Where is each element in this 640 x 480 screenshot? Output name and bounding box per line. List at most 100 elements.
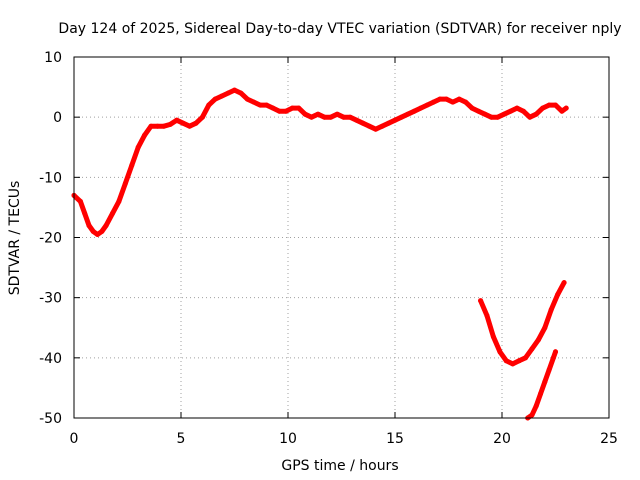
data-point [99,229,105,234]
data-point [77,198,83,204]
data-point [257,102,263,108]
data-point [276,108,282,114]
data-point [212,96,218,102]
data-point [555,292,561,298]
data-point [533,111,539,117]
data-point [180,120,186,126]
data-point [379,123,385,129]
series-line-late-trace-upper [478,280,567,367]
data-point [296,105,302,111]
data-point [110,210,115,216]
data-point [148,123,154,129]
data-point [503,358,509,364]
data-point [478,298,484,304]
x-tick-label: 10 [279,431,297,447]
data-point [538,391,543,397]
data-point [334,111,340,117]
data-point [540,105,546,111]
data-point [225,90,231,96]
data-point [501,111,507,117]
data-point [347,114,353,120]
data-point [546,102,552,108]
data-point [366,123,372,129]
data-point [398,114,404,120]
y-tick-label: -20 [39,231,62,247]
data-point [546,367,552,373]
data-point [548,307,554,313]
tick-labels: 0 5 10 15 20 25 -50 -40 -30 -20 -10 0 10 [39,50,618,447]
data-point [187,123,193,129]
data-point [484,313,490,319]
x-tick-label: 25 [600,431,618,447]
x-tick-label: 15 [386,431,404,447]
data-point [315,111,321,117]
data-point [167,121,173,127]
data-point [309,114,314,120]
data-point [450,99,456,105]
data-point [482,111,488,117]
x-tick-label: 5 [177,431,186,447]
data-point [527,114,533,120]
data-point [563,105,569,111]
data-point [529,412,535,418]
data-point [516,358,522,364]
data-point [283,108,289,114]
data-point [302,111,308,117]
data-point [431,99,436,105]
data-point [490,334,496,340]
data-point [386,120,392,126]
data-point [232,87,237,93]
data-point [520,108,526,114]
data-point [264,102,270,108]
data-point [424,102,430,108]
data-point [559,108,565,114]
data-point [469,105,475,111]
data-point [561,280,567,286]
data-point [392,117,398,123]
data-point [155,123,160,129]
data-point [373,126,379,132]
x-tick-label: 20 [493,431,511,447]
y-tick-label: -30 [39,291,62,307]
series-layer [71,87,569,421]
data-point [219,93,225,99]
data-point [533,403,539,409]
data-point [542,379,548,385]
data-point [542,325,548,331]
data-point [321,114,327,120]
data-point [129,162,135,168]
data-point [199,114,205,120]
data-point [251,99,257,105]
data-point [161,123,167,129]
data-point [289,105,295,111]
y-tick-label: -10 [39,170,62,186]
data-point [95,232,100,237]
data-point [553,349,558,355]
data-point [443,96,449,102]
data-point [456,96,462,102]
data-point [405,111,411,117]
data-point [206,102,212,108]
data-point [508,108,514,114]
data-point [270,105,276,111]
data-point [122,180,128,186]
data-point [341,114,347,120]
y-tick-label: -40 [39,351,62,367]
data-point [553,102,558,108]
data-point [135,144,141,150]
data-point [550,355,556,361]
x-tick-label: 0 [70,431,79,447]
data-point [523,355,528,361]
y-tick-label: 0 [53,110,62,126]
data-point [529,346,535,352]
data-point [86,223,92,228]
data-point [328,114,334,120]
data-point [82,210,88,216]
data-point [174,117,180,123]
y-tick-label: -50 [39,411,62,427]
data-point [514,105,520,111]
data-point [488,114,494,120]
data-point [360,120,366,126]
data-point [411,108,417,114]
